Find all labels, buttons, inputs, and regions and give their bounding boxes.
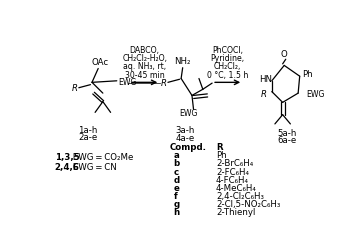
Text: R: R (261, 90, 267, 99)
Text: 4a-e: 4a-e (175, 134, 195, 143)
Text: 1,3,5: 1,3,5 (55, 153, 79, 162)
Text: 2-BrC₆H₄: 2-BrC₆H₄ (216, 160, 253, 169)
Text: CH₂Cl₂-H₂O,: CH₂Cl₂-H₂O, (122, 54, 167, 63)
Text: 2-FC₆H₄: 2-FC₆H₄ (216, 168, 249, 177)
Text: 6a-e: 6a-e (278, 136, 297, 145)
Text: 2,4-Cl₂C₆H₃: 2,4-Cl₂C₆H₃ (216, 192, 264, 201)
Text: HN: HN (259, 75, 272, 84)
Text: CH₂Cl₂,: CH₂Cl₂, (214, 62, 241, 71)
Text: Compd.: Compd. (170, 143, 206, 152)
Text: 2-Thienyl: 2-Thienyl (216, 208, 256, 217)
Text: EWG: EWG (118, 78, 137, 87)
Text: EWG: EWG (306, 90, 324, 99)
Text: b: b (173, 160, 179, 169)
Text: h: h (173, 208, 179, 217)
Text: EWG = CO₂Me: EWG = CO₂Me (70, 153, 134, 162)
Text: R: R (72, 84, 78, 93)
Text: NH₂: NH₂ (174, 57, 191, 66)
Text: R: R (216, 143, 223, 152)
Text: 4-FC₆H₄: 4-FC₆H₄ (216, 176, 249, 185)
Text: 2a-e: 2a-e (79, 133, 98, 142)
Text: c: c (173, 168, 178, 177)
Text: 30-45 min: 30-45 min (125, 71, 165, 80)
Text: OAc: OAc (91, 58, 108, 67)
Text: 2-Cl,5-NO₂C₆H₃: 2-Cl,5-NO₂C₆H₃ (216, 200, 280, 209)
Text: Ph: Ph (302, 70, 313, 79)
Text: DABCO,: DABCO, (130, 46, 160, 55)
Text: 3a-h: 3a-h (175, 126, 195, 135)
Text: PhCOCl,: PhCOCl, (212, 46, 243, 55)
Text: e: e (173, 184, 179, 193)
Text: 5a-h: 5a-h (278, 129, 297, 138)
Text: a: a (173, 151, 179, 160)
Text: 2,4,6: 2,4,6 (55, 163, 80, 172)
Text: EWG: EWG (180, 109, 198, 118)
Text: 4-MeC₆H₄: 4-MeC₆H₄ (216, 184, 257, 193)
Text: O: O (281, 50, 288, 59)
Text: Ph: Ph (216, 151, 227, 160)
Text: 0 °C, 1.5 h: 0 °C, 1.5 h (207, 71, 248, 80)
Text: f: f (173, 192, 177, 201)
Text: EWG = CN: EWG = CN (70, 163, 117, 172)
Text: Pyridine,: Pyridine, (210, 54, 245, 63)
Text: R: R (161, 79, 167, 88)
Text: aq. NH₃, rt,: aq. NH₃, rt, (123, 62, 166, 71)
Text: 1a-h: 1a-h (78, 126, 98, 135)
Text: d: d (173, 176, 179, 185)
Text: g: g (173, 200, 179, 209)
